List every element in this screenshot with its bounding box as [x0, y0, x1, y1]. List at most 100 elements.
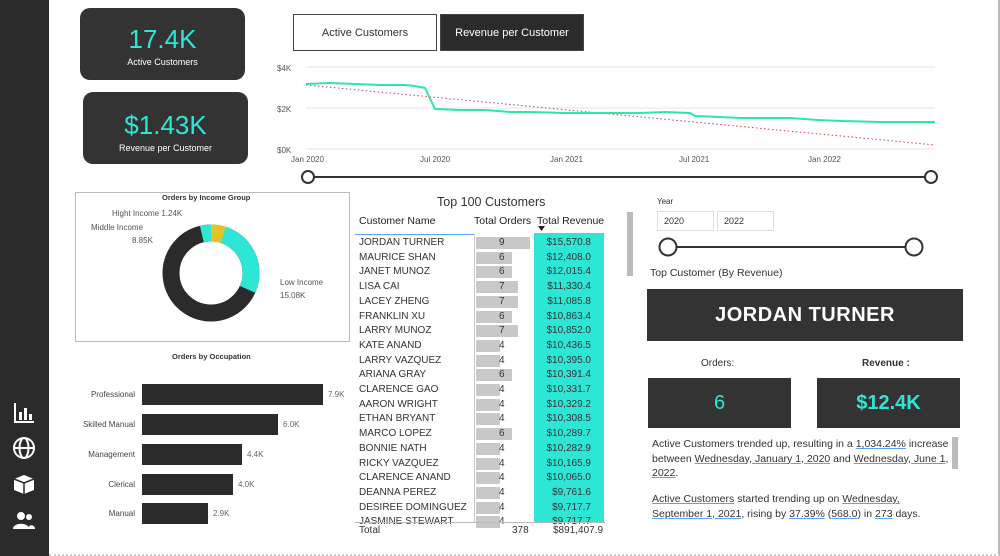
orders-databar — [476, 457, 500, 470]
bar-value: 4.0K — [238, 480, 255, 489]
table-row[interactable]: LISA CAI 7 $11,330.4 — [0, 280, 1000, 295]
col-header-name[interactable]: Customer Name — [359, 215, 436, 227]
table-row[interactable]: ARIANA GRAY 6 $10,391.4 — [0, 368, 1000, 383]
bar-skilled-manual — [142, 414, 278, 435]
customer-name-cell: MARCO LOPEZ — [359, 428, 432, 440]
high-income-slice — [162, 224, 260, 322]
revenue-per-customer-card: $1.43K Revenue per Customer — [83, 92, 248, 164]
narrative-paragraph-2: Active Customers started trending up on … — [652, 492, 952, 521]
table-row[interactable]: AARON WRIGHT 4 $10,329.2 — [0, 398, 1000, 413]
table-row[interactable]: JORDAN TURNER 9 $15,570.8 — [0, 236, 1000, 251]
sort-desc-icon[interactable] — [538, 226, 546, 232]
customer-name-cell: CLARENCE ANAND — [359, 472, 451, 484]
trend-line-chart: $4K $2K $0K Jan 2020 Jul 2020 Jan 2021 J… — [277, 64, 936, 164]
orders-cell: 7 — [499, 295, 505, 307]
orders-databar — [476, 472, 500, 485]
date-range-slider[interactable] — [298, 168, 943, 186]
narrative-text: . — [675, 467, 679, 479]
customer-name-cell: KATE ANAND — [359, 339, 422, 351]
revenue-cell: $9,717.7 — [552, 516, 591, 528]
col-header-orders[interactable]: Total Orders — [474, 215, 532, 227]
revenue-cell: $9,761.6 — [552, 486, 591, 498]
bar-label: Manual — [108, 509, 135, 518]
year-end-handle[interactable] — [904, 237, 924, 257]
bar-chart-icon[interactable] — [11, 400, 37, 426]
narrative-scrollbar[interactable] — [952, 437, 958, 469]
products-box-icon[interactable] — [11, 471, 37, 497]
revenue-cell: $12,015.4 — [546, 266, 592, 278]
orders-cell: 7 — [499, 281, 505, 293]
revenue-cell: $10,065.0 — [546, 472, 592, 484]
bar-label: Skilled Manual — [82, 420, 135, 429]
orders-databar — [476, 398, 500, 411]
table-row[interactable]: DEANNA PEREZ 4 $9,761.6 — [0, 486, 1000, 501]
table-row[interactable]: BONNIE NATH 4 $10,282.9 — [0, 442, 1000, 457]
occupation-chart-title: Orders by Occupation — [172, 352, 251, 361]
revenue-cell: $11,085.8 — [547, 295, 591, 307]
year-from-input[interactable]: 2020 — [657, 211, 714, 231]
revenue-cell: $10,289.7 — [546, 428, 592, 440]
globe-icon[interactable] — [11, 435, 37, 461]
table-row[interactable]: MAURICE SHAN 6 $12,408.0 — [0, 251, 1000, 266]
orders-cell: 7 — [499, 325, 505, 337]
orders-cell: 4 — [499, 398, 505, 410]
tab-revenue-per-customer[interactable]: Revenue per Customer — [440, 14, 584, 51]
table-title: Top 100 Customers — [437, 195, 546, 209]
year-to-input[interactable]: 2022 — [717, 211, 774, 231]
orders-databar — [476, 251, 512, 264]
table-row[interactable]: ETHAN BRYANT 4 $10,308.5 — [0, 412, 1000, 427]
col-header-revenue[interactable]: Total Revenue — [537, 215, 605, 227]
x-tick-label: Jul 2020 — [420, 155, 451, 164]
revenue-cell: $10,391.4 — [546, 369, 592, 381]
year-range-slider[interactable] — [657, 236, 927, 258]
top-customer-title: Top Customer (By Revenue) — [650, 267, 783, 279]
table-row[interactable]: CLARENCE ANAND 4 $10,065.0 — [0, 471, 1000, 486]
low-income-name: Low Income — [280, 278, 324, 287]
orders-cell: 4 — [499, 413, 505, 425]
customer-name-cell: ETHAN BRYANT — [359, 413, 436, 425]
table-row[interactable]: LACEY ZHENG 7 $11,085.8 — [0, 295, 1000, 310]
revenue-cell: $10,331.7 — [546, 384, 592, 395]
slider-start-handle[interactable] — [301, 170, 315, 184]
orders-databar — [476, 486, 500, 499]
orders-databar — [476, 369, 512, 382]
bar-value: 4.4K — [247, 450, 264, 459]
table-row[interactable]: CLARENCE GAO 4 $10,331.7 — [0, 383, 1000, 398]
donut-title: Orders by Income Group — [162, 193, 251, 202]
table-row[interactable]: LARRY VAZQUEZ 4 $10,395.0 — [0, 354, 1000, 369]
table-row[interactable]: RICKY VAZQUEZ 4 $10,165.9 — [0, 457, 1000, 472]
revenue-cell: $10,329.2 — [546, 398, 592, 410]
orders-card-label: Orders: — [701, 358, 735, 369]
table-row[interactable]: JANET MUNOZ 6 $12,015.4 — [0, 265, 1000, 280]
slider-end-handle[interactable] — [924, 170, 938, 184]
bar-manual — [142, 503, 208, 524]
customer-name-cell: DESIREE DOMINGUEZ — [359, 501, 467, 513]
orders-cell: 9 — [499, 237, 505, 248]
bar-value: 6.0K — [283, 420, 300, 429]
table-row[interactable]: LARRY MUNOZ 7 $10,852.0 — [0, 324, 1000, 339]
tab-active-customers[interactable]: Active Customers — [293, 14, 437, 51]
table-row[interactable]: DESIREE DOMINGUEZ 4 $9,717.7 — [0, 501, 1000, 516]
revenue-cell: $9,717.7 — [552, 501, 591, 513]
total-revenue: $891,407.9 — [553, 525, 604, 536]
table-row[interactable]: KATE ANAND 4 $10,436.5 — [0, 339, 1000, 354]
table-row[interactable]: MARCO LOPEZ 6 $10,289.7 — [0, 427, 1000, 442]
revenue-cell: $11,330.4 — [547, 281, 591, 293]
customers-icon[interactable] — [11, 507, 37, 533]
customer-name-cell: MAURICE SHAN — [359, 251, 436, 263]
customer-name-cell: RICKY VAZQUEZ — [359, 457, 439, 469]
narrative-highlight: 1,034.24% — [855, 438, 906, 450]
orders-cell: 6 — [499, 369, 505, 381]
customer-name-cell: DEANNA PEREZ — [359, 486, 437, 498]
table-scrollbar[interactable] — [627, 212, 633, 276]
table-row[interactable]: FRANKLIN XU 6 $10,863.4 — [0, 310, 1000, 325]
active-customers-value: 17.4K — [128, 24, 197, 54]
year-start-handle[interactable] — [658, 237, 678, 257]
y-tick-label: $4K — [277, 64, 292, 73]
x-tick-label: Jan 2022 — [808, 155, 841, 164]
customer-name-cell: LARRY MUNOZ — [359, 325, 432, 337]
orders-databar — [476, 354, 500, 367]
narrative-highlight: Wednesday, January 1, 2020 — [694, 452, 831, 465]
customer-name-cell: LISA CAI — [359, 281, 400, 293]
orders-cell: 4 — [499, 472, 505, 484]
